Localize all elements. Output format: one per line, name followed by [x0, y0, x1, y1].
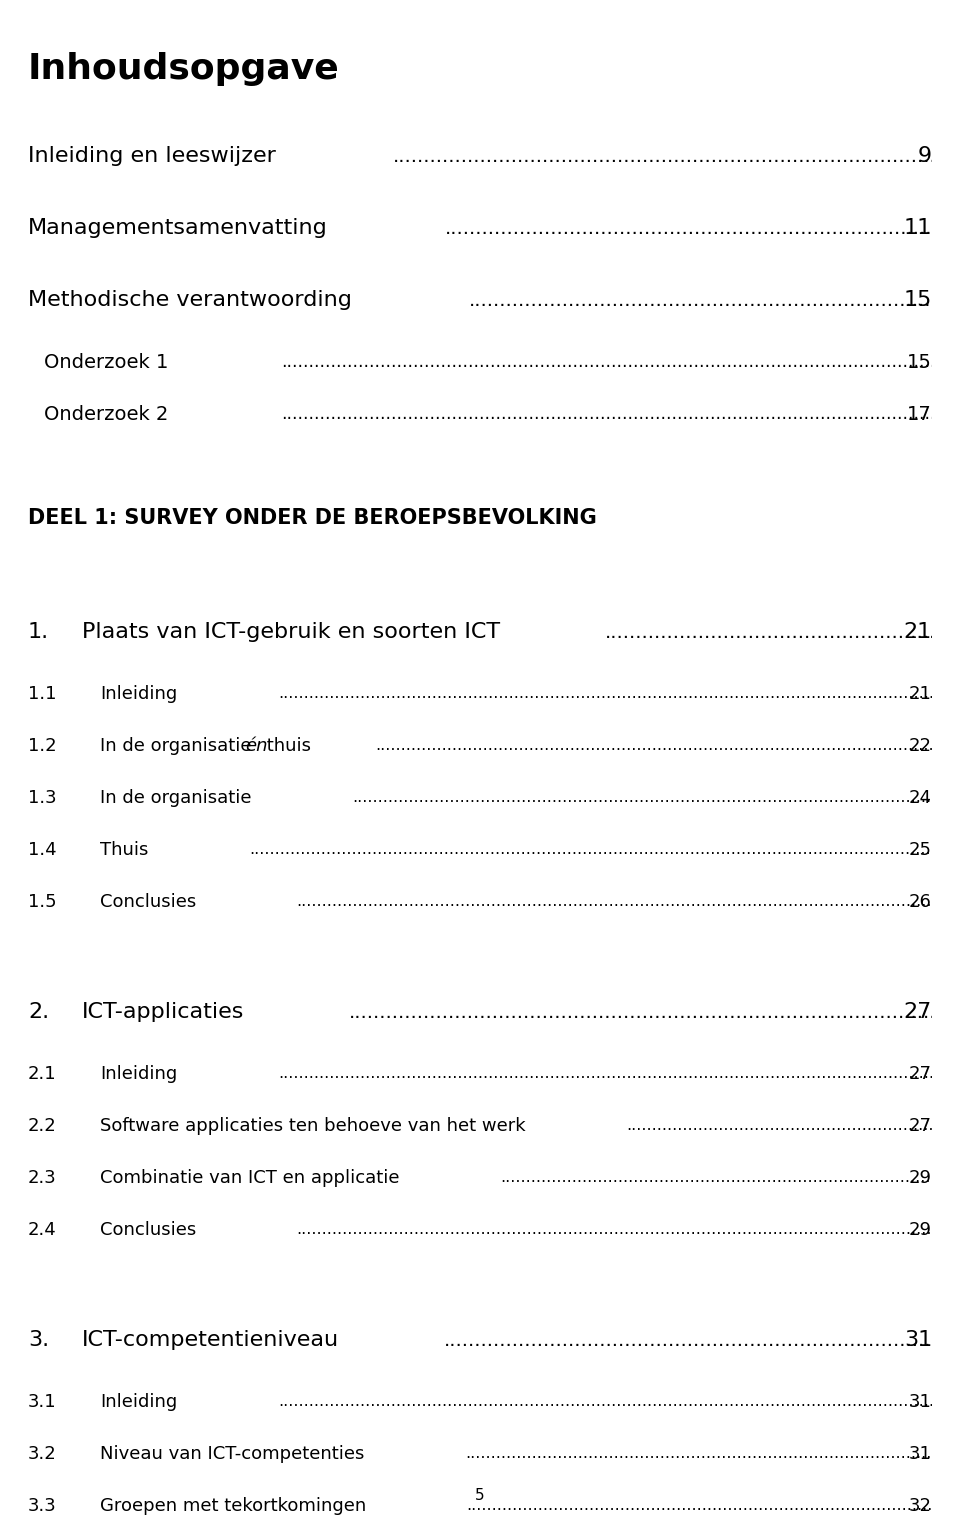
Text: 15: 15 — [903, 291, 932, 310]
Text: 26: 26 — [909, 893, 932, 911]
Text: 3.: 3. — [28, 1329, 49, 1351]
Text: 27: 27 — [903, 1002, 932, 1022]
Text: 1.3: 1.3 — [28, 789, 57, 808]
Text: In de organisatie: In de organisatie — [100, 789, 252, 808]
Text: 31: 31 — [909, 1445, 932, 1463]
Text: Conclusies: Conclusies — [100, 1221, 196, 1240]
Text: ................................................................................: ........................................… — [375, 739, 960, 753]
Text: 15: 15 — [907, 353, 932, 371]
Text: ................................................................................: ........................................… — [281, 353, 960, 371]
Text: ................................................................................: ........................................… — [297, 1223, 960, 1238]
Text: Combinatie van ICT en applicatie: Combinatie van ICT en applicatie — [100, 1170, 399, 1186]
Text: ................................................................................: ........................................… — [277, 1395, 960, 1410]
Text: ................................................................................: ........................................… — [500, 1171, 960, 1185]
Text: 2.2: 2.2 — [28, 1116, 57, 1135]
Text: Methodische verantwoording: Methodische verantwoording — [28, 291, 352, 310]
Text: 3.3: 3.3 — [28, 1497, 57, 1515]
Text: 11: 11 — [903, 218, 932, 237]
Text: ................................................................................: ........................................… — [281, 405, 960, 423]
Text: ................................................................................: ........................................… — [467, 1498, 960, 1513]
Text: 29: 29 — [909, 1170, 932, 1186]
Text: ICT-applicaties: ICT-applicaties — [82, 1002, 245, 1022]
Text: ................................................................................: ........................................… — [393, 146, 960, 166]
Text: 2.4: 2.4 — [28, 1221, 57, 1240]
Text: Conclusies: Conclusies — [100, 893, 196, 911]
Text: ................................................................................: ........................................… — [444, 1331, 960, 1349]
Text: ................................................................................: ........................................… — [605, 622, 960, 642]
Text: Inleiding en leeswijzer: Inleiding en leeswijzer — [28, 146, 276, 166]
Text: ................................................................................: ........................................… — [465, 1446, 960, 1462]
Text: 1.1: 1.1 — [28, 684, 57, 703]
Text: 3.1: 3.1 — [28, 1393, 57, 1411]
Text: 21: 21 — [903, 622, 932, 642]
Text: 24: 24 — [909, 789, 932, 808]
Text: Software applicaties ten behoeve van het werk: Software applicaties ten behoeve van het… — [100, 1116, 526, 1135]
Text: ................................................................................: ........................................… — [352, 791, 960, 806]
Text: 9: 9 — [918, 146, 932, 166]
Text: 21: 21 — [909, 684, 932, 703]
Text: Onderzoek 1: Onderzoek 1 — [44, 353, 168, 371]
Text: Managementsamenvatting: Managementsamenvatting — [28, 218, 327, 237]
Text: ................................................................................: ........................................… — [468, 291, 960, 309]
Text: 27: 27 — [909, 1116, 932, 1135]
Text: Niveau van ICT-competenties: Niveau van ICT-competenties — [100, 1445, 365, 1463]
Text: ICT-competentieniveau: ICT-competentieniveau — [82, 1329, 339, 1351]
Text: 32: 32 — [909, 1497, 932, 1515]
Text: Inhoudsopgave: Inhoudsopgave — [28, 52, 340, 87]
Text: 1.2: 1.2 — [28, 738, 57, 754]
Text: 29: 29 — [909, 1221, 932, 1240]
Text: Onderzoek 2: Onderzoek 2 — [44, 405, 168, 423]
Text: 2.1: 2.1 — [28, 1065, 57, 1083]
Text: ................................................................................: ........................................… — [277, 1066, 960, 1081]
Text: ................................................................................: ........................................… — [444, 219, 960, 237]
Text: 31: 31 — [909, 1393, 932, 1411]
Text: 1.4: 1.4 — [28, 841, 57, 859]
Text: 1.5: 1.5 — [28, 893, 57, 911]
Text: ................................................................................: ........................................… — [297, 894, 960, 910]
Text: Inleiding: Inleiding — [100, 1393, 178, 1411]
Text: In de organisatie: In de organisatie — [100, 738, 257, 754]
Text: ................................................................................: ........................................… — [348, 1002, 960, 1022]
Text: 2.: 2. — [28, 1002, 49, 1022]
Text: 22: 22 — [909, 738, 932, 754]
Text: thuis: thuis — [261, 738, 311, 754]
Text: 31: 31 — [903, 1329, 932, 1351]
Text: Thuis: Thuis — [100, 841, 149, 859]
Text: 2.3: 2.3 — [28, 1170, 57, 1186]
Text: 25: 25 — [909, 841, 932, 859]
Text: ................................................................................: ........................................… — [626, 1118, 960, 1133]
Text: DEEL 1: SURVEY ONDER DE BEROEPSBEVOLKING: DEEL 1: SURVEY ONDER DE BEROEPSBEVOLKING — [28, 508, 597, 528]
Text: 27: 27 — [909, 1065, 932, 1083]
Text: 5: 5 — [475, 1488, 485, 1503]
Text: 3.2: 3.2 — [28, 1445, 57, 1463]
Text: 17: 17 — [907, 405, 932, 423]
Text: ................................................................................: ........................................… — [249, 843, 960, 858]
Text: ................................................................................: ........................................… — [277, 686, 960, 701]
Text: én: én — [245, 738, 268, 754]
Text: Plaats van ICT-gebruik en soorten ICT: Plaats van ICT-gebruik en soorten ICT — [82, 622, 500, 642]
Text: 1.: 1. — [28, 622, 49, 642]
Text: Inleiding: Inleiding — [100, 1065, 178, 1083]
Text: Inleiding: Inleiding — [100, 684, 178, 703]
Text: Groepen met tekortkomingen: Groepen met tekortkomingen — [100, 1497, 367, 1515]
